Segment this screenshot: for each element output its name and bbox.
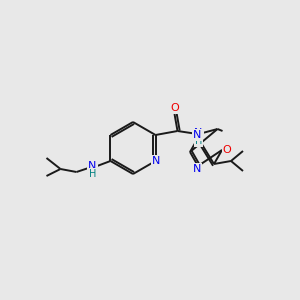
Text: H: H <box>195 136 202 146</box>
Text: H: H <box>89 169 96 179</box>
Text: O: O <box>223 145 231 155</box>
Text: N: N <box>193 130 201 140</box>
Text: N: N <box>88 161 97 171</box>
Text: N: N <box>194 128 203 138</box>
Text: N: N <box>152 156 161 166</box>
Text: O: O <box>170 103 179 113</box>
Text: N: N <box>193 164 201 174</box>
